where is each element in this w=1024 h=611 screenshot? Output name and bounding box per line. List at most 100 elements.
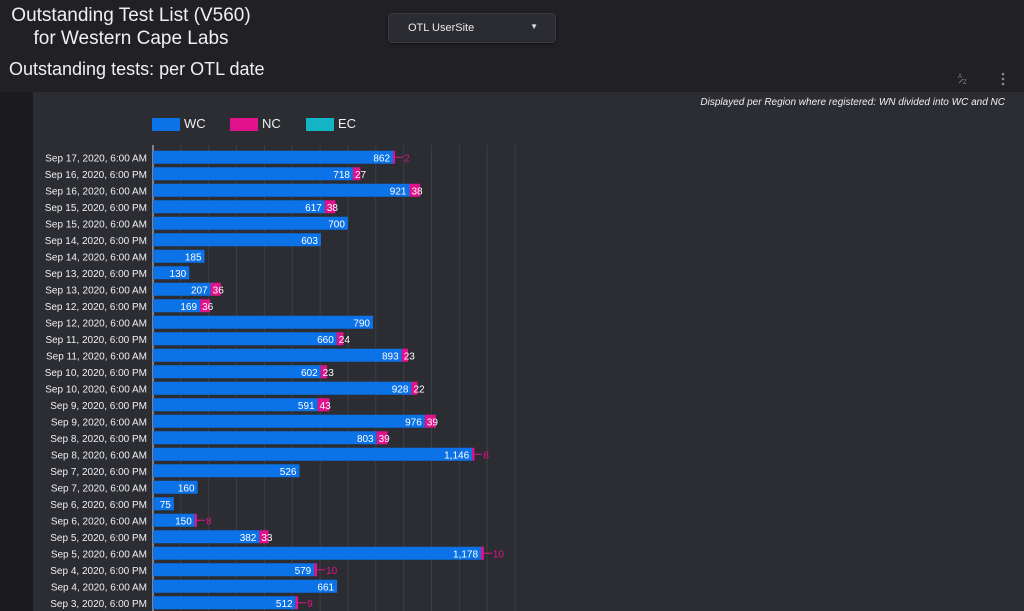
data-label-wc: 661 bbox=[317, 582, 334, 593]
data-label-wc: 700 bbox=[328, 219, 345, 230]
data-label-nc: 8 bbox=[483, 450, 489, 461]
data-label-nc: 33 bbox=[261, 533, 273, 544]
bar-nc bbox=[210, 282, 221, 296]
bar-nc bbox=[200, 299, 211, 313]
data-label-wc: 893 bbox=[382, 351, 399, 362]
bar-wc bbox=[153, 167, 353, 181]
bar-wc bbox=[153, 216, 348, 230]
data-label-wc: 602 bbox=[301, 368, 318, 379]
bar-wc bbox=[153, 266, 190, 280]
category-label: Sep 10, 2020, 6:00 AM bbox=[45, 384, 147, 395]
bar-nc bbox=[324, 200, 336, 214]
data-label-nc: 36 bbox=[213, 285, 225, 296]
category-label: Sep 7, 2020, 6:00 PM bbox=[50, 467, 147, 478]
bar-wc bbox=[153, 579, 338, 593]
data-label-nc: 10 bbox=[326, 566, 338, 577]
data-label-wc: 169 bbox=[180, 302, 197, 313]
category-label: Sep 15, 2020, 6:00 PM bbox=[45, 203, 147, 214]
category-label: Sep 15, 2020, 6:00 AM bbox=[45, 219, 147, 230]
sort-az-icon[interactable]: A Z bbox=[958, 72, 970, 87]
bar-nc bbox=[472, 447, 475, 461]
data-label-wc: 1,146 bbox=[444, 450, 469, 461]
bar-nc bbox=[317, 398, 330, 412]
svg-text:A: A bbox=[958, 74, 962, 80]
category-label: Sep 12, 2020, 6:00 PM bbox=[45, 302, 147, 313]
data-label-wc: 382 bbox=[240, 533, 257, 544]
category-label: Sep 4, 2020, 6:00 PM bbox=[50, 566, 147, 577]
bar-wc bbox=[153, 381, 412, 395]
data-label-nc: 36 bbox=[202, 302, 214, 313]
data-label-wc: 75 bbox=[160, 500, 172, 511]
title-line-2: for Western Cape Labs bbox=[33, 28, 229, 49]
data-label-wc: 160 bbox=[178, 483, 195, 494]
data-label-wc: 617 bbox=[305, 203, 322, 214]
legend-swatch-wc bbox=[152, 118, 180, 131]
bar-wc bbox=[153, 530, 260, 544]
category-label: Sep 14, 2020, 6:00 AM bbox=[45, 252, 147, 263]
bar-nc bbox=[314, 563, 318, 577]
data-label-wc: 185 bbox=[185, 252, 202, 263]
bar-nc bbox=[481, 546, 484, 560]
bar-wc bbox=[153, 233, 321, 247]
legend-label-ec: EC bbox=[338, 116, 357, 131]
category-label: Sep 5, 2020, 6:00 AM bbox=[51, 549, 147, 560]
data-label-wc: 862 bbox=[373, 153, 390, 164]
bar-nc bbox=[259, 530, 269, 544]
data-label-wc: 928 bbox=[392, 384, 409, 395]
data-label-nc: 38 bbox=[411, 186, 423, 197]
data-label-nc: 38 bbox=[327, 203, 339, 214]
category-label: Sep 10, 2020, 6:00 PM bbox=[45, 368, 147, 379]
data-label-nc: 23 bbox=[404, 351, 416, 362]
data-label-nc: 39 bbox=[379, 434, 391, 445]
category-label: Sep 7, 2020, 6:00 AM bbox=[51, 483, 147, 494]
bar-wc bbox=[153, 282, 211, 296]
category-label: Sep 8, 2020, 6:00 AM bbox=[51, 450, 147, 461]
data-label-wc: 150 bbox=[175, 516, 192, 527]
bar-wc bbox=[153, 596, 296, 610]
site-dropdown[interactable]: OTL UserSite ▼ bbox=[388, 13, 556, 43]
data-label-nc: 39 bbox=[427, 417, 439, 428]
bar-wc bbox=[153, 480, 198, 494]
category-label: Sep 16, 2020, 6:00 AM bbox=[45, 186, 147, 197]
data-label-nc: 24 bbox=[339, 335, 351, 346]
category-label: Sep 9, 2020, 6:00 PM bbox=[50, 401, 147, 412]
bar-wc bbox=[153, 348, 402, 362]
bar-wc bbox=[153, 365, 321, 379]
bar-nc bbox=[376, 431, 388, 445]
category-label: Sep 8, 2020, 6:00 PM bbox=[50, 434, 147, 445]
bar-wc bbox=[153, 431, 377, 445]
category-label: Sep 6, 2020, 6:00 PM bbox=[50, 500, 147, 511]
category-label: Sep 12, 2020, 6:00 AM bbox=[45, 318, 147, 329]
legend-label-wc: WC bbox=[184, 116, 206, 131]
region-note: Displayed per Region where registered: W… bbox=[700, 97, 1005, 108]
data-label-wc: 976 bbox=[405, 417, 422, 428]
more-vert-icon[interactable] bbox=[1000, 72, 1006, 89]
data-label-nc: 23 bbox=[323, 368, 335, 379]
bar-wc bbox=[153, 183, 410, 197]
bar-wc bbox=[153, 299, 201, 313]
data-label-wc: 207 bbox=[191, 285, 208, 296]
category-label: Sep 16, 2020, 6:00 PM bbox=[45, 170, 147, 181]
bar-wc bbox=[153, 150, 394, 164]
data-label-wc: 591 bbox=[298, 401, 315, 412]
data-label-wc: 526 bbox=[280, 467, 297, 478]
bar-wc bbox=[153, 447, 473, 461]
legend-swatch-nc bbox=[230, 118, 258, 131]
data-label-wc: 130 bbox=[170, 269, 187, 280]
bar-wc bbox=[153, 200, 325, 214]
svg-text:Z: Z bbox=[963, 80, 967, 84]
data-label-nc: 8 bbox=[206, 516, 212, 527]
bar-nc bbox=[352, 167, 361, 181]
data-label-wc: 790 bbox=[353, 318, 370, 329]
chevron-down-icon: ▼ bbox=[530, 22, 538, 31]
data-label-wc: 512 bbox=[276, 599, 293, 610]
bar-wc bbox=[153, 513, 195, 527]
bar-nc bbox=[295, 596, 299, 610]
data-label-nc: 22 bbox=[413, 384, 425, 395]
legend-swatch-ec bbox=[306, 118, 334, 131]
data-label-nc: 27 bbox=[355, 170, 367, 181]
bar-nc bbox=[411, 381, 418, 395]
data-label-wc: 660 bbox=[317, 335, 334, 346]
category-label: Sep 13, 2020, 6:00 PM bbox=[45, 269, 147, 280]
data-label-wc: 718 bbox=[333, 170, 350, 181]
